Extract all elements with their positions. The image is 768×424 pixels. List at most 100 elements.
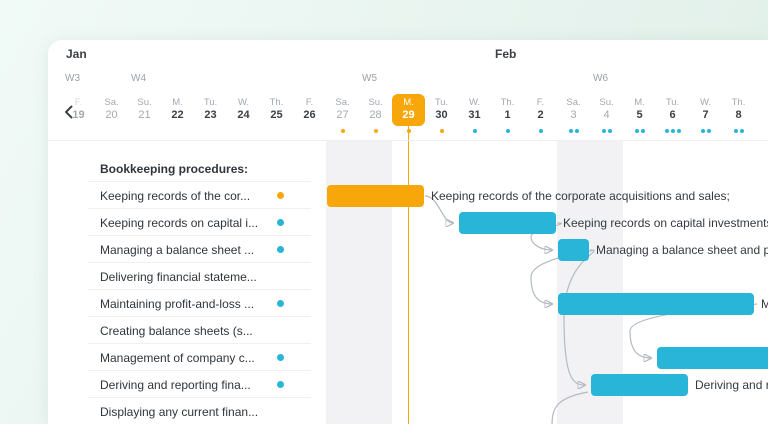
day-dow-label: Tu. [203,97,218,108]
day-activity-dots [722,129,755,133]
prev-button[interactable] [58,102,78,122]
task-bar-label: Keeping records on capital investments (… [563,216,768,230]
task-label: Keeping records of the cor... [100,188,251,203]
day-cell: W. 31 [458,94,491,126]
activity-dot [640,129,645,133]
activity-dot [373,129,378,133]
day-cell: Th. 8 [722,94,755,126]
day-number: 29 [402,109,415,121]
row-separator [88,343,311,344]
day-cell: M. 5 [623,94,656,126]
activity-dot [340,129,345,133]
task-list-panel: Bookkeeping procedures: Keeping records o… [48,141,313,424]
task-bar[interactable] [558,293,754,315]
task-status-dot [277,219,284,226]
day-number: 5 [636,109,643,121]
task-row[interactable]: Maintaining profit-and-loss ... [48,290,313,317]
task-label: Managing a balance sheet ... [100,242,255,257]
day-number: 2 [537,109,544,121]
day-number: 4 [603,109,610,121]
day-number: 22 [171,109,184,121]
day-dow-label: Sa. [104,97,119,108]
activity-dot [676,129,681,133]
week-label: W6 [593,73,608,84]
day-dow-label: Th. [269,97,284,108]
day-dow-label: F. [74,97,83,108]
day-cell: Tu. 23 [194,94,227,126]
task-status-dot [277,381,284,388]
day-activity-dots [491,129,524,133]
day-cell: Sa. 27 [326,94,359,126]
day-number: 30 [435,109,448,121]
day-activity-dots [425,129,458,133]
activity-dot [634,129,639,133]
day-number: 6 [669,109,676,121]
task-row[interactable]: Management of company c... [48,344,313,371]
activity-dot [670,129,675,133]
gantt-app-card: Keeping records of the corporate acquisi… [48,40,768,424]
chevron-left-icon [64,105,72,119]
day-dow-label: Sa. [335,97,350,108]
task-row[interactable]: Keeping records of the cor... [48,182,313,209]
task-bar[interactable] [591,374,688,396]
row-separator [88,262,311,263]
day-dow-label: Su. [368,97,383,108]
day-activity-dots [326,129,359,133]
day-activity-dots [623,129,656,133]
task-bar[interactable] [657,347,768,369]
day-cell: W. 24 [227,94,260,126]
day-dow-label: W. [468,97,481,108]
day-activity-dots [359,129,392,133]
day-number: 24 [237,109,250,121]
day-number: 21 [138,109,151,121]
day-cell: Tu. 6 [656,94,689,126]
task-bar[interactable] [558,239,589,261]
row-separator [88,235,311,236]
weekend-band [359,141,392,424]
activity-dot [706,129,711,133]
day-dow-label: W. [237,97,250,108]
day-activity-dots [656,129,689,133]
day-number: 28 [369,109,382,121]
activity-dot [439,129,444,133]
day-cell: Th. 25 [260,94,293,126]
day-number: 31 [468,109,481,121]
task-bar-label: M [761,297,768,311]
day-cell: M. 29 [392,94,425,126]
day-activity-dots [557,129,590,133]
activity-dot [607,129,612,133]
task-bar[interactable] [459,212,556,234]
task-row[interactable]: Keeping records on capital i... [48,209,313,236]
task-row[interactable]: Displaying any current finan... [48,398,313,424]
task-label: Maintaining profit-and-loss ... [100,296,255,311]
task-row[interactable]: Creating balance sheets (s... [48,317,313,344]
task-row[interactable]: Bookkeeping procedures: [48,155,313,182]
activity-dot [733,129,738,133]
row-separator [88,370,311,371]
task-row[interactable]: Deriving and reporting fina... [48,371,313,398]
activity-dot [538,129,543,133]
day-number: 8 [735,109,742,121]
weekend-band [557,141,590,424]
activity-dot [664,129,669,133]
row-separator [88,208,311,209]
task-label: Displaying any current finan... [100,404,259,419]
day-dow-label: F. [536,97,545,108]
task-status-dot [277,246,284,253]
task-row[interactable]: Managing a balance sheet ... [48,236,313,263]
day-dow-label: M. [403,97,414,108]
task-list: Bookkeeping procedures: Keeping records o… [48,141,313,424]
day-number: 7 [702,109,709,121]
day-dow-label: F. [305,97,314,108]
task-bar[interactable] [327,185,424,207]
row-separator [88,397,311,398]
day-number: 26 [303,109,316,121]
day-dow-label: Su. [137,97,152,108]
task-row[interactable]: Delivering financial stateme... [48,263,313,290]
task-status-dot [277,192,284,199]
day-number: 23 [204,109,217,121]
today-line [407,126,409,424]
header-divider [48,140,768,141]
task-label: Bookkeeping procedures: [100,161,249,176]
